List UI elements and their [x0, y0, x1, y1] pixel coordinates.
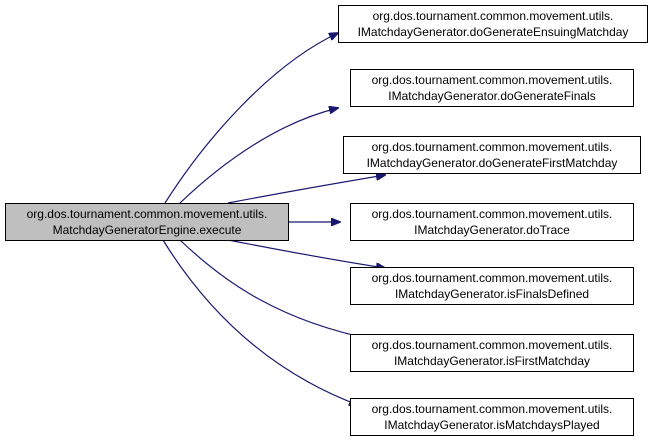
edge-to-do-generate-first-matchday — [227, 175, 385, 204]
root-node-line2: MatchdayGeneratorEngine.execute — [52, 223, 242, 237]
node-do-generate-finals[interactable]: org.dos.tournament.common.movement.utils… — [350, 69, 634, 107]
node-line1: org.dos.tournament.common.movement.utils… — [371, 73, 613, 87]
node-is-matchdays-played[interactable]: org.dos.tournament.common.movement.utils… — [350, 398, 634, 436]
node-do-trace[interactable]: org.dos.tournament.common.movement.utils… — [350, 203, 634, 241]
node-line1: org.dos.tournament.common.movement.utils… — [372, 9, 614, 23]
root-node-line1: org.dos.tournament.common.movement.utils… — [26, 207, 268, 221]
node-line2: IMatchdayGenerator.isFirstMatchday — [393, 354, 591, 368]
node-is-first-matchday[interactable]: org.dos.tournament.common.movement.utils… — [350, 334, 634, 372]
node-line1: org.dos.tournament.common.movement.utils… — [371, 140, 613, 154]
node-line1: org.dos.tournament.common.movement.utils… — [371, 207, 613, 221]
node-line2: IMatchdayGenerator.doGenerateFinals — [388, 89, 596, 103]
node-line1: org.dos.tournament.common.movement.utils… — [371, 271, 613, 285]
node-line2: IMatchdayGenerator.isFinalsDefined — [394, 287, 590, 301]
edge-to-do-generate-finals — [179, 108, 338, 204]
node-line1: org.dos.tournament.common.movement.utils… — [371, 338, 613, 352]
node-line1: org.dos.tournament.common.movement.utils… — [371, 402, 613, 416]
node-do-generate-first-matchday[interactable]: org.dos.tournament.common.movement.utils… — [343, 136, 641, 174]
edge-to-is-first-matchday — [179, 239, 375, 340]
node-line2: IMatchdayGenerator.isMatchdaysPlayed — [384, 418, 600, 432]
edge-to-do-generate-ensuing-matchday — [164, 33, 338, 204]
node-line2: IMatchdayGenerator.doGenerateEnsuingMatc… — [357, 25, 629, 39]
root-node-matchday-generator-engine-execute[interactable]: org.dos.tournament.common.movement.utils… — [5, 203, 289, 241]
node-line2: IMatchdayGenerator.doTrace — [414, 223, 570, 237]
node-is-finals-defined[interactable]: org.dos.tournament.common.movement.utils… — [350, 267, 634, 305]
edge-to-is-matchdays-played — [162, 239, 358, 405]
node-line2: IMatchdayGenerator.doGenerateFirstMatchd… — [366, 156, 618, 170]
node-do-generate-ensuing-matchday[interactable]: org.dos.tournament.common.movement.utils… — [338, 5, 648, 43]
edge-to-is-finals-defined — [227, 239, 385, 268]
